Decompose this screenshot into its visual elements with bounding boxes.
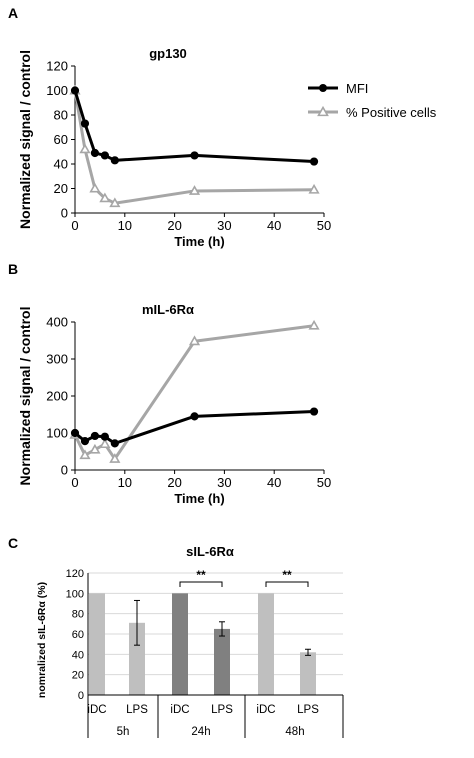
y-tick-label: 60 [54,132,68,147]
bar [214,628,230,695]
x-tick-label: 20 [167,218,181,233]
x-tick-label: 50 [317,218,331,233]
data-point-mfi [90,431,100,441]
y-tick-label: 200 [46,389,68,404]
x-tick-label: 20 [167,475,181,490]
y-tick-label: 40 [72,649,84,661]
x-tick-label: 0 [71,218,78,233]
x-tick-label: 30 [217,475,231,490]
y-tick-label: 80 [72,609,84,621]
category-label: iDC [87,704,106,716]
data-point-mfi [100,432,109,441]
y-tick-label: 20 [72,670,84,682]
bar [258,593,274,695]
data-point-mfi [309,157,319,166]
data-point-mfi [90,148,100,158]
y-tick-label: 60 [72,629,84,641]
y-axis-label: Normalized signal / control [17,50,33,229]
data-point-positive-cells [109,453,121,463]
y-tick-label: 400 [46,315,68,330]
bar [89,593,105,695]
legend-label: % Positive cells [346,105,437,120]
bar [300,652,316,695]
chart-title: sIL-6Rα [186,544,234,559]
y-tick-label: 300 [46,352,68,367]
data-point-mfi [110,156,119,165]
data-point-mfi [80,437,90,446]
y-tick-label: 120 [66,568,84,580]
x-tick-label: 40 [267,218,281,233]
x-axis-label: Time (h) [174,234,224,249]
y-tick-label: 100 [66,588,84,600]
category-label: LPS [297,704,319,716]
x-tick-label: 0 [71,475,78,490]
category-label: LPS [211,704,233,716]
x-axis-label: Time (h) [174,491,224,506]
significance-label: ** [196,568,206,582]
data-point-mfi [309,407,319,416]
data-point-positive-cells [79,143,91,154]
data-point-mfi [100,151,109,160]
bar [129,622,145,695]
group-label: 48h [285,726,304,738]
x-tick-label: 30 [217,218,231,233]
panel-a-letter: A [8,5,18,21]
data-point-positive-cells [79,449,91,460]
data-point-mfi [190,151,199,160]
data-point-positive-cells [99,438,111,449]
chart-mil6ra: 0 100 200 300 400 0 10 20 30 40 50 mIL-6Rα Time (h) N… [17,302,331,506]
data-point-positive-cells [308,183,320,194]
y-tick-label: 40 [54,157,68,172]
legend-label: MFI [346,81,368,96]
group-label: 24h [191,726,210,738]
data-point-positive-cells [188,185,201,195]
data-point-mfi [70,86,80,95]
chart-title: gp130 [149,46,187,61]
x-tick-label: 10 [118,218,132,233]
data-point-positive-cells [89,182,101,193]
y-tick-label: 120 [46,59,68,74]
data-point-positive-cells [109,197,121,208]
y-axis-label: nomralized sIL-6Rα (%) [36,582,48,698]
data-point-positive-cells [89,443,101,454]
data-point-mfi [190,412,199,421]
significance-label: ** [282,568,292,582]
y-tick-label: 100 [46,83,68,98]
x-tick-label: 10 [118,475,132,490]
category-label: LPS [126,704,148,716]
y-tick-label: 0 [78,690,84,702]
category-label: iDC [170,704,189,716]
legend-marker-circle [319,84,327,92]
panel-b-letter: B [8,261,18,277]
bar [172,593,188,695]
x-tick-label: 50 [317,475,331,490]
chart-title: mIL-6Rα [142,302,194,317]
data-point-mfi [110,439,119,448]
y-tick-label: 80 [54,108,68,123]
data-point-mfi [80,119,90,128]
x-tick-label: 40 [267,475,281,490]
y-tick-label: 20 [54,181,68,196]
y-tick-label: 0 [61,463,68,478]
y-tick-label: 100 [46,426,68,441]
group-label: 5h [117,726,130,738]
data-point-positive-cells [188,335,201,346]
y-axis-label: Normalized signal / control [17,307,33,486]
chart-gp130: 0 20 40 60 80 100 120 0 10 20 30 40 50 gp130 Time (h) N… [17,46,437,249]
data-point-positive-cells [99,192,111,203]
significance-bracket [265,581,309,587]
category-label: iDC [256,704,275,716]
panel-c-letter: C [8,535,18,551]
y-tick-label: 0 [61,206,68,221]
data-point-positive-cells [308,319,320,330]
data-point-mfi [70,428,80,438]
series-line-mfi [73,90,315,164]
legend-marker-triangle [317,105,329,117]
chart-sil6ra: 0 20 40 60 80 100 120 sIL-6Rα nomralized sIL-6Rα… [36,544,344,738]
significance-bracket [179,581,223,587]
